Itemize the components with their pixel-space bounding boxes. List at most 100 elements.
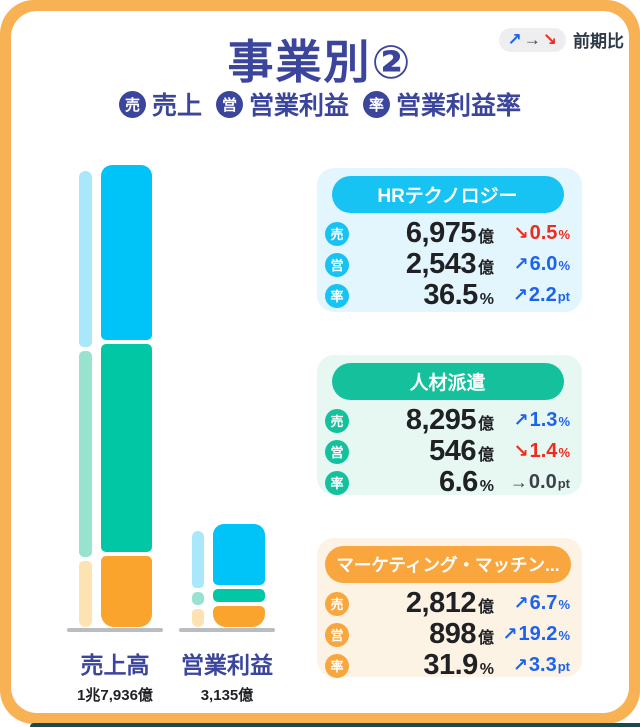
bar-segment-マーケティング・マッチング (79, 560, 92, 627)
card-staffing: 人材派遣 売 8,295 億 ↗ 1.3% 営 546 億 ↘ 1.4% 率 6.6% … (317, 355, 582, 498)
margin-value: 6.6 (438, 466, 478, 498)
sales-badge-icon: 売 (325, 408, 349, 433)
revenue-previous-bar (79, 171, 92, 627)
margin-delta: ↗ 2.2 pt (512, 284, 570, 306)
margin-badge-icon: 率 (325, 470, 349, 495)
profit-current-bar (213, 524, 265, 627)
flat-arrow-icon: → (523, 29, 541, 49)
margin-unit: % (479, 661, 494, 678)
arrow-legend-pill: ↗ → ↘ (498, 27, 566, 52)
bar-segment-人材派遣 (213, 588, 265, 602)
profit-delta: ↗ 19.2% (502, 623, 570, 645)
metric-legend: 売 売上 営 営業利益 率 営業利益率 (0, 86, 640, 122)
sales-value: 6,975 (405, 217, 477, 249)
revenue-current-bar (101, 165, 152, 627)
profit-badge-icon: 営 (325, 622, 349, 647)
profit-value: 2,543 (405, 248, 477, 280)
trend-arrow-icon: ↗ (512, 655, 528, 675)
bar-segment-HRテクノロジー (79, 171, 92, 348)
down-arrow-icon: ↘ (542, 29, 557, 49)
sales-unit: 億 (477, 229, 494, 246)
bar-segment-マーケティング・マッチング (192, 609, 204, 627)
sales-unit: 億 (477, 599, 494, 616)
profit-previous-bar (192, 530, 204, 627)
period-comparison-legend: ↗ → ↘ 前期比 (498, 27, 624, 52)
profit-delta: ↗ 6.0% (513, 253, 570, 275)
margin-badge-icon: 率 (325, 283, 349, 308)
card-title-pill: 人材派遣 (331, 363, 564, 400)
profit-label: 営業利益 (181, 652, 273, 678)
sales-delta: ↗ 6.7% (513, 592, 570, 614)
bar-segment-マーケティング・マッチング (213, 605, 265, 627)
sales-delta: ↗ 1.3% (513, 409, 570, 431)
legend-item-sales: 売 売上 (118, 86, 202, 122)
margin-delta: ↗ 3.3 pt (512, 654, 570, 676)
trend-arrow-icon: ↗ (513, 254, 529, 274)
profit-axis-label: 営業利益 3,135億 (157, 646, 297, 705)
trend-arrow-icon: → (509, 472, 528, 492)
margin-row: 率 6.6% → 0.0 pt (325, 466, 570, 498)
card-marketing-matching: マーケティング・マッチン... 売 2,812 億 ↗ 6.7% 営 898 億 ↗ 1… (317, 538, 582, 681)
sales-badge-icon: 売 (118, 90, 146, 118)
sales-unit: 億 (477, 416, 494, 433)
legend-label: 営業利益 (248, 92, 349, 120)
page-title: 事業別② (227, 36, 413, 88)
profit-unit: 億 (477, 447, 494, 464)
profit-row: 営 2,543 億 ↗ 6.0% (325, 248, 570, 280)
sales-row: 売 8,295 億 ↗ 1.3% (325, 404, 570, 436)
trend-arrow-icon: ↘ (513, 441, 529, 461)
legend-item-margin: 率 営業利益率 (363, 86, 521, 122)
profit-badge-icon: 営 (325, 439, 349, 464)
profit-unit: 億 (477, 630, 494, 647)
revenue-total: 1兆7,936億 (77, 687, 153, 704)
margin-badge-icon: 率 (363, 90, 390, 118)
profit-row: 営 898 億 ↗ 19.2% (325, 618, 570, 650)
trend-arrow-icon: ↗ (512, 285, 528, 305)
sales-badge-icon: 売 (325, 221, 349, 246)
period-legend-label: 前期比 (573, 32, 624, 51)
card-title-pill: マーケティング・マッチン... (325, 546, 571, 583)
margin-row: 率 31.9% ↗ 3.3 pt (325, 649, 570, 681)
revenue-label: 売上高 (80, 652, 150, 678)
sales-badge-icon: 売 (325, 591, 349, 616)
margin-badge-icon: 率 (325, 653, 349, 678)
card-rows: 売 8,295 億 ↗ 1.3% 営 546 億 ↘ 1.4% 率 6.6% → 0.0 p… (325, 404, 570, 498)
profit-delta: ↘ 1.4% (513, 440, 570, 462)
bar-segment-HRテクノロジー (101, 165, 152, 341)
margin-unit: % (479, 478, 494, 495)
card-hr-technology: HRテクノロジー 売 6,975 億 ↘ 0.5% 営 2,543 億 ↗ 6.0% 率… (317, 168, 582, 312)
profit-total: 3,135億 (200, 687, 254, 704)
margin-value: 36.5 (423, 279, 478, 311)
sales-delta: ↘ 0.5% (513, 222, 570, 244)
bar-segment-HRテクノロジー (213, 524, 265, 585)
trend-arrow-icon: ↗ (502, 624, 518, 644)
profit-baseline (179, 628, 275, 632)
up-arrow-icon: ↗ (507, 29, 522, 49)
margin-unit: % (479, 291, 494, 308)
profit-value: 546 (429, 435, 476, 467)
sales-row: 売 6,975 億 ↘ 0.5% (325, 217, 570, 249)
bar-segment-人材派遣 (79, 351, 92, 557)
margin-value: 31.9 (423, 649, 478, 681)
next-section-edge (30, 723, 640, 727)
profit-badge-icon: 営 (325, 252, 349, 277)
sales-value: 2,812 (405, 587, 477, 619)
trend-arrow-icon: ↘ (513, 223, 529, 243)
card-rows: 売 6,975 億 ↘ 0.5% 営 2,543 億 ↗ 6.0% 率 36.5% ↗ 2… (325, 217, 570, 311)
bar-segment-人材派遣 (101, 344, 152, 553)
legend-label: 営業利益率 (396, 92, 522, 120)
margin-row: 率 36.5% ↗ 2.2 pt (325, 279, 570, 311)
profit-badge-icon: 営 (215, 90, 243, 118)
legend-label: 売上 (151, 92, 202, 120)
legend-item-profit: 営 営業利益 (215, 86, 349, 122)
revenue-baseline (67, 628, 163, 632)
sales-row: 売 2,812 億 ↗ 6.7% (325, 587, 570, 619)
bar-segment-人材派遣 (192, 591, 204, 606)
trend-arrow-icon: ↗ (513, 410, 529, 430)
trend-arrow-icon: ↗ (513, 593, 529, 613)
revenue-axis-label: 売上高 1兆7,936億 (45, 646, 185, 705)
card-title-pill: HRテクノロジー (331, 176, 564, 213)
bar-segment-マーケティング・マッチング (101, 556, 152, 627)
